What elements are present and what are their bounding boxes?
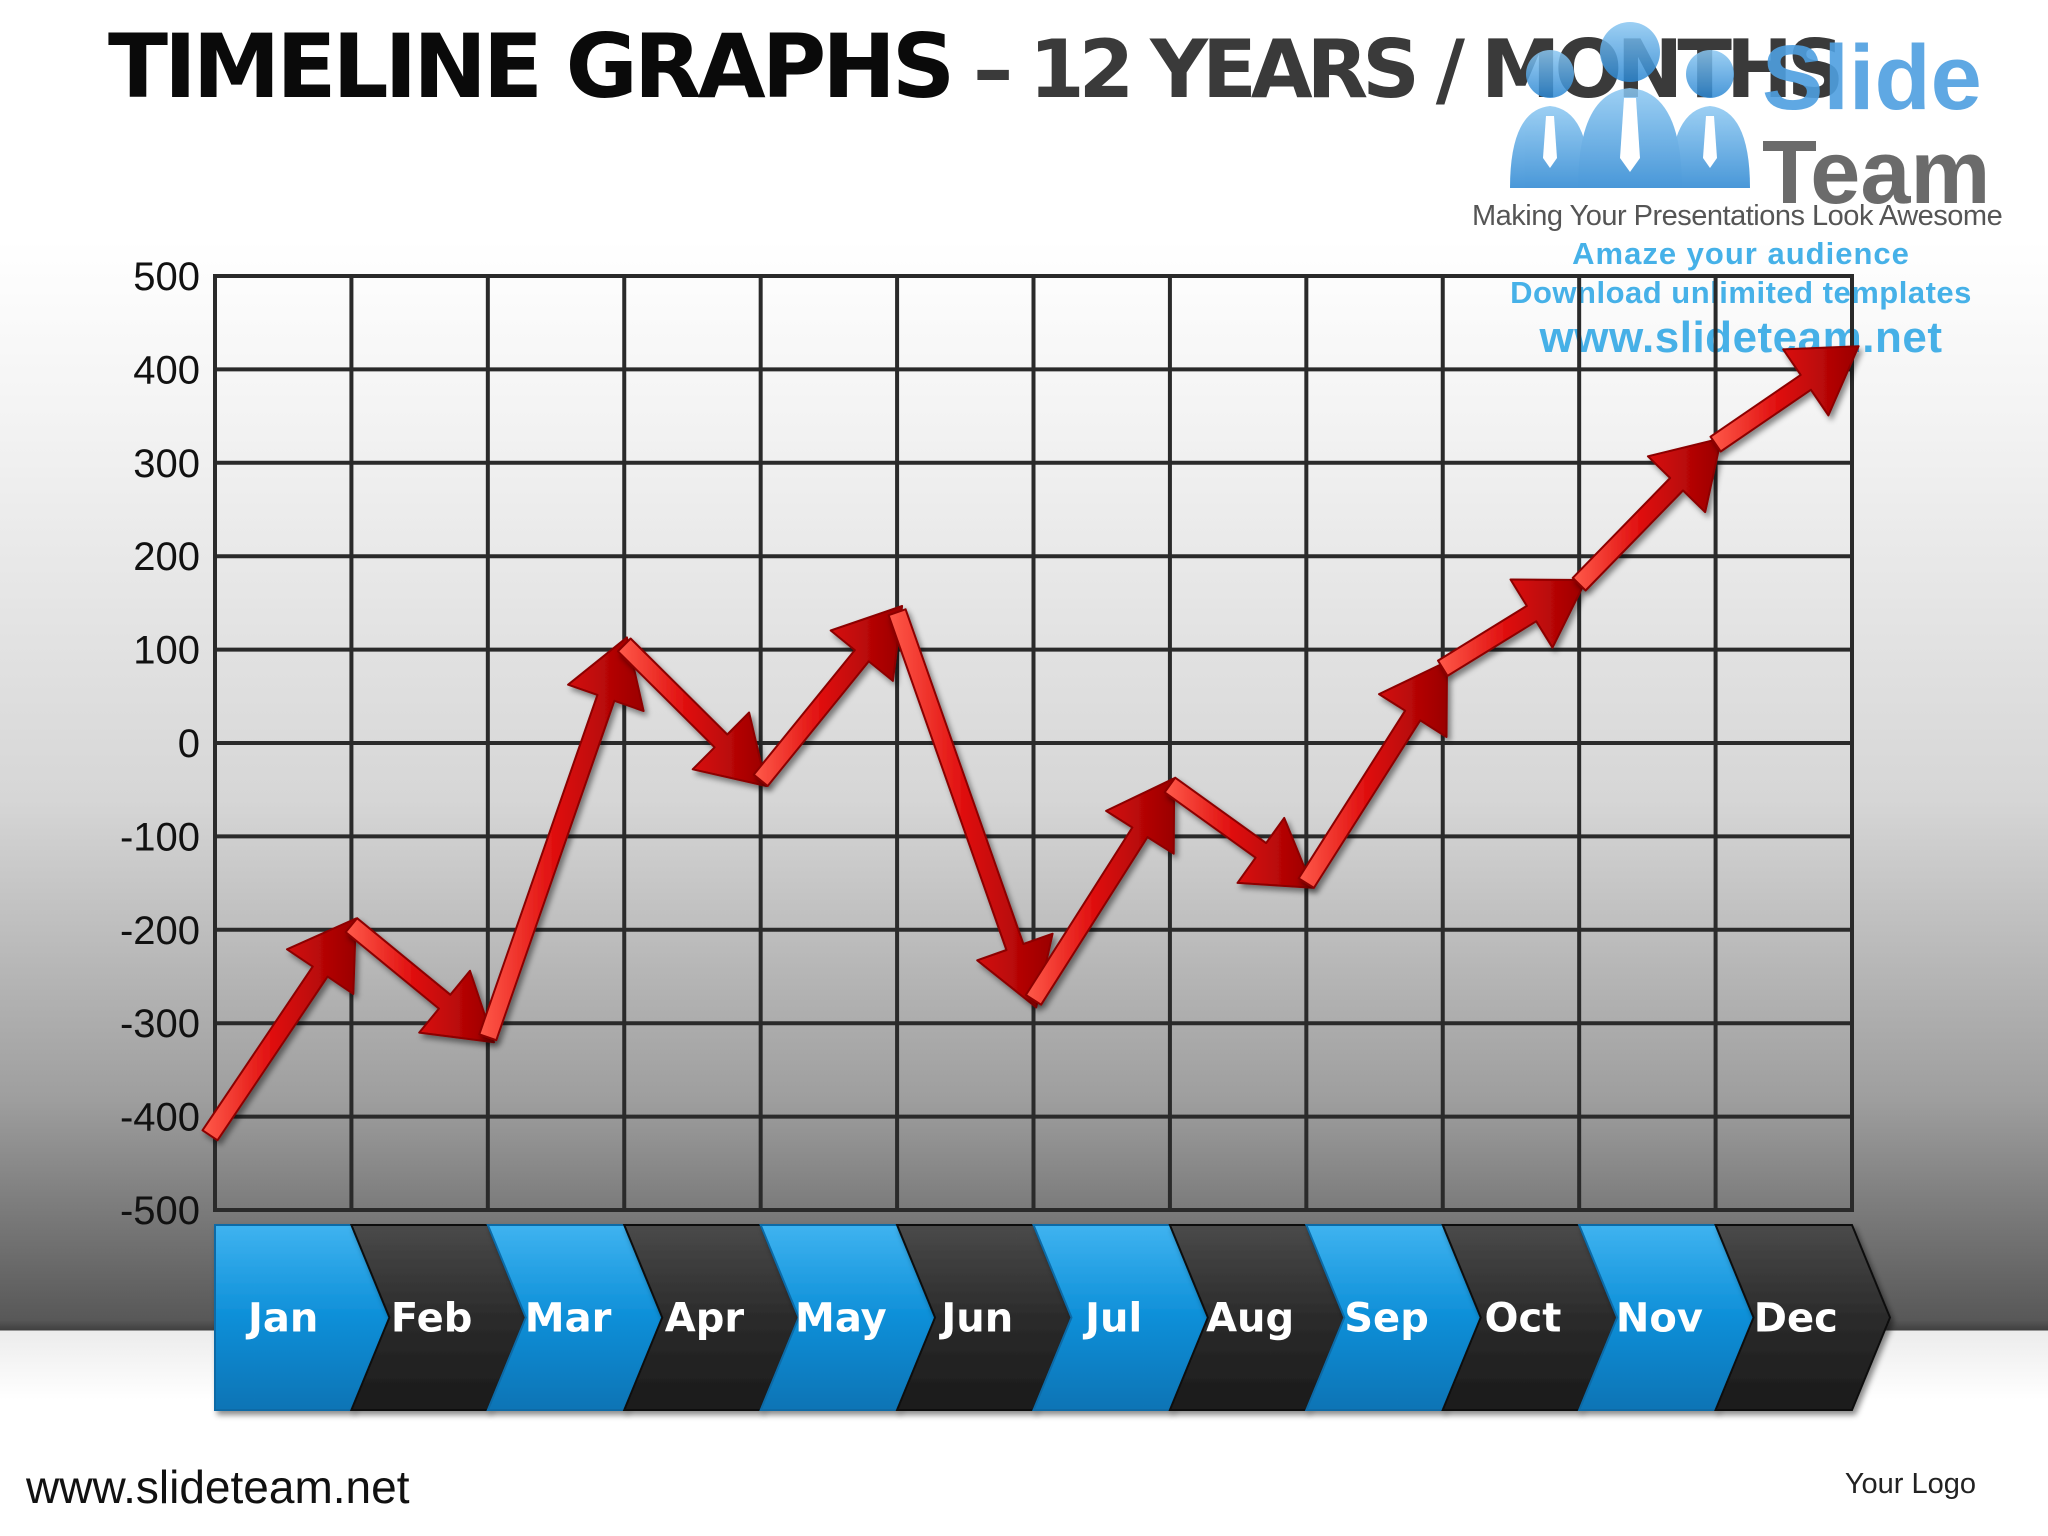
series-arrow-segment [1709, 345, 1860, 453]
people-icon [1510, 22, 1750, 188]
y-tick-label: 500 [133, 255, 200, 299]
promo-block: Amaze your audience Download unlimited t… [1476, 238, 2006, 360]
y-axis-ticks: 500 400 300 200 100 0 -100 -200 -300 -400 -500 [120, 255, 200, 1233]
promo-line-2: Download unlimited templates [1510, 275, 1972, 310]
month-tab-may: May [759, 1224, 937, 1411]
x-tick-label: Oct [1485, 1296, 1562, 1342]
series-arrow-segment [1437, 578, 1587, 677]
slideteam-logo: Slide Team Making Your Presentations Loo… [1460, 18, 2020, 358]
x-tick-label: Jan [245, 1296, 318, 1342]
y-tick-label: 400 [133, 348, 200, 392]
y-tick-label: 300 [133, 442, 200, 486]
y-tick-label: -100 [120, 815, 200, 859]
data-series-arrow [201, 345, 1860, 1142]
brand-name-team: Team [1762, 123, 1991, 223]
y-tick-label: 200 [133, 535, 200, 579]
series-arrow-segment [1163, 776, 1314, 889]
footer-url[interactable]: www.slideteam.net [26, 1461, 410, 1513]
y-tick-label: -400 [120, 1096, 200, 1140]
x-tick-label: Jul [1082, 1296, 1142, 1342]
y-tick-label: 0 [178, 722, 200, 766]
series-arrow-segment [887, 608, 1054, 1009]
x-tick-label: Jun [938, 1296, 1013, 1342]
x-tick-label: Mar [525, 1296, 612, 1342]
x-axis-month-tabs: Jan Feb Mar Apr May Jun Jul Aug Sep Oct Nov Dec [214, 1224, 1892, 1411]
promo-line-1: Amaze your audience [1572, 236, 1910, 271]
series-arrow-segment [344, 917, 495, 1044]
month-tab-sep: Sep [1304, 1224, 1482, 1411]
x-tick-label: Nov [1616, 1296, 1703, 1342]
x-tick-label: Apr [665, 1296, 745, 1342]
y-tick-label: -200 [120, 909, 200, 953]
y-tick-label: -300 [120, 1002, 200, 1046]
month-tab-shape [1714, 1224, 1892, 1411]
x-tick-label: Sep [1344, 1296, 1429, 1342]
brand-tagline: Making Your Presentations Look Awesome [1472, 200, 2003, 232]
footer-logo-placeholder: Your Logo [1844, 1468, 1976, 1500]
grid [213, 274, 1854, 1212]
brand-name-slide: Slide [1762, 27, 1982, 129]
x-tick-label: Dec [1754, 1296, 1838, 1342]
x-tick-label: Aug [1206, 1296, 1294, 1342]
series-arrow-segment [1297, 660, 1448, 889]
x-tick-label: May [795, 1296, 887, 1342]
series-arrow-segment [478, 636, 645, 1042]
month-tab-jun: Jun [895, 1224, 1073, 1411]
series-arrow-segment [1024, 777, 1176, 1006]
y-tick-label: -500 [120, 1189, 200, 1233]
series-arrow-segment [752, 605, 904, 787]
series-arrow-segment [616, 637, 768, 787]
slide-title-main: TIMELINE GRAPHS [108, 15, 955, 118]
series-arrow-segment [1571, 437, 1723, 592]
month-tab-jan: Jan [214, 1224, 391, 1411]
x-tick-label: Feb [391, 1296, 472, 1342]
month-tab-dec: Dec [1714, 1224, 1892, 1411]
month-tab-aug: Aug [1168, 1224, 1346, 1411]
y-tick-label: 100 [133, 629, 200, 673]
series-arrow-segment [201, 917, 357, 1142]
promo-url[interactable]: www.slideteam.net [1539, 313, 1943, 362]
